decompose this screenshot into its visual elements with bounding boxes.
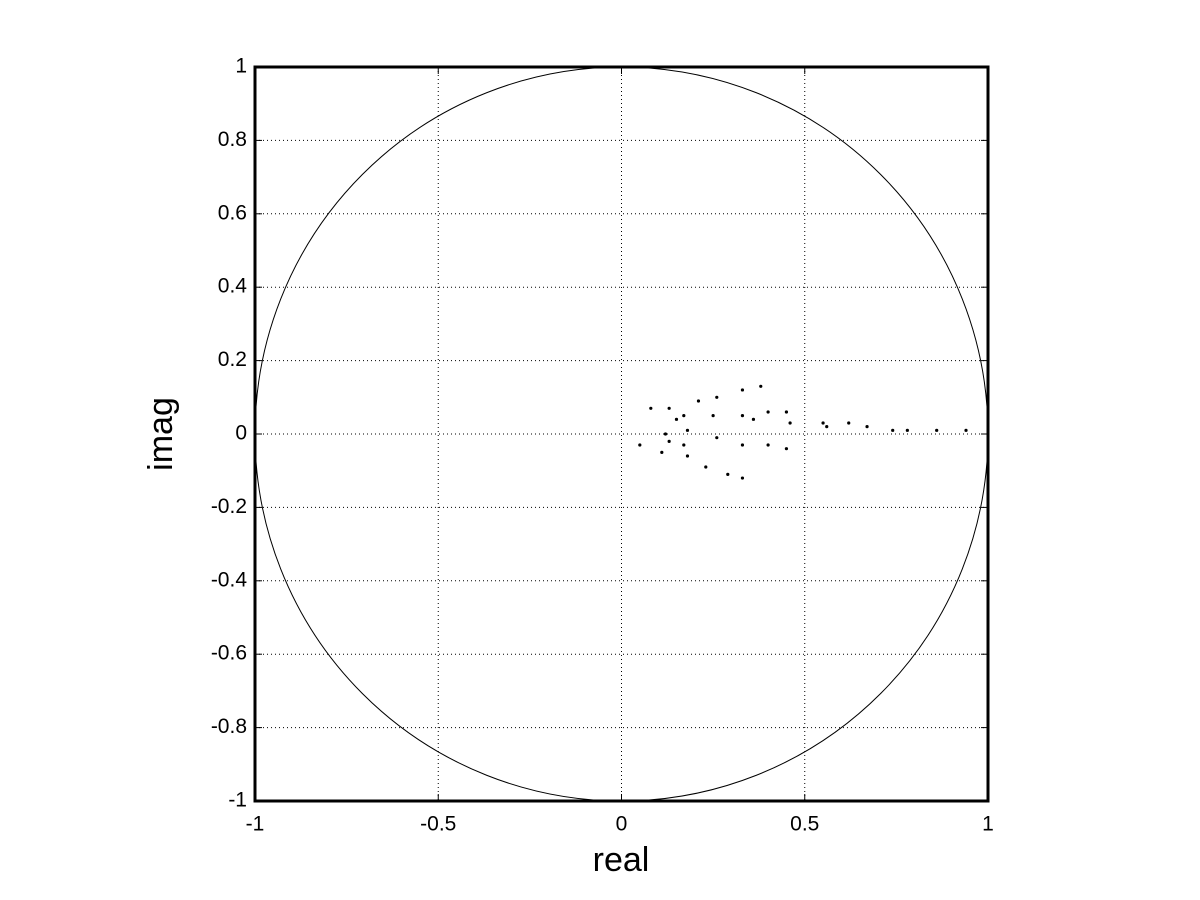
point [784,447,789,451]
point [715,436,719,440]
plot-frame [253,65,990,803]
point [865,425,869,429]
point [726,472,730,476]
point [704,465,708,469]
point [649,406,653,410]
point [847,421,851,425]
y-tick-label: -0.6 [211,642,247,665]
point [638,443,642,447]
y-tick-label: 0.8 [218,128,247,151]
point [660,450,664,454]
point [696,399,701,403]
point [788,421,792,425]
point [766,443,770,447]
y-tick-label: -0.8 [211,715,247,738]
x-tick-label: 1 [982,813,994,836]
point [740,476,745,480]
point [766,410,770,414]
point [740,414,745,418]
y-tick-label: -0.4 [211,568,248,591]
point [759,384,763,388]
point [935,428,939,432]
point [667,439,671,443]
y-tick-label: 0.2 [218,348,247,371]
point [685,428,690,432]
y-tick-label: 0 [235,422,247,445]
x-tick-label: -1 [246,813,265,836]
y-tick-label: 1 [235,55,247,78]
point [667,406,671,410]
point [663,432,668,436]
point [784,410,789,414]
y-tick-label: -0.2 [211,495,247,518]
x-tick-label: 0 [616,813,628,836]
point [825,425,829,429]
point [821,421,825,425]
point [740,388,745,392]
x-tick-label: -0.5 [420,813,456,836]
point [715,395,719,399]
point [674,417,679,421]
point [891,428,895,432]
point [751,417,756,421]
point [682,443,686,447]
y-tick-label: -1 [228,789,247,812]
y-tick-label: 0.6 [218,201,247,224]
point [905,428,909,432]
point [711,414,715,418]
point [682,414,686,418]
y-tick-label: 0.4 [218,275,248,298]
x-tick-label: 0.5 [790,813,819,836]
point [740,443,745,447]
point [964,428,968,432]
y-axis-title: imag [142,397,180,471]
point [685,454,690,458]
x-axis-title: real [593,841,650,879]
